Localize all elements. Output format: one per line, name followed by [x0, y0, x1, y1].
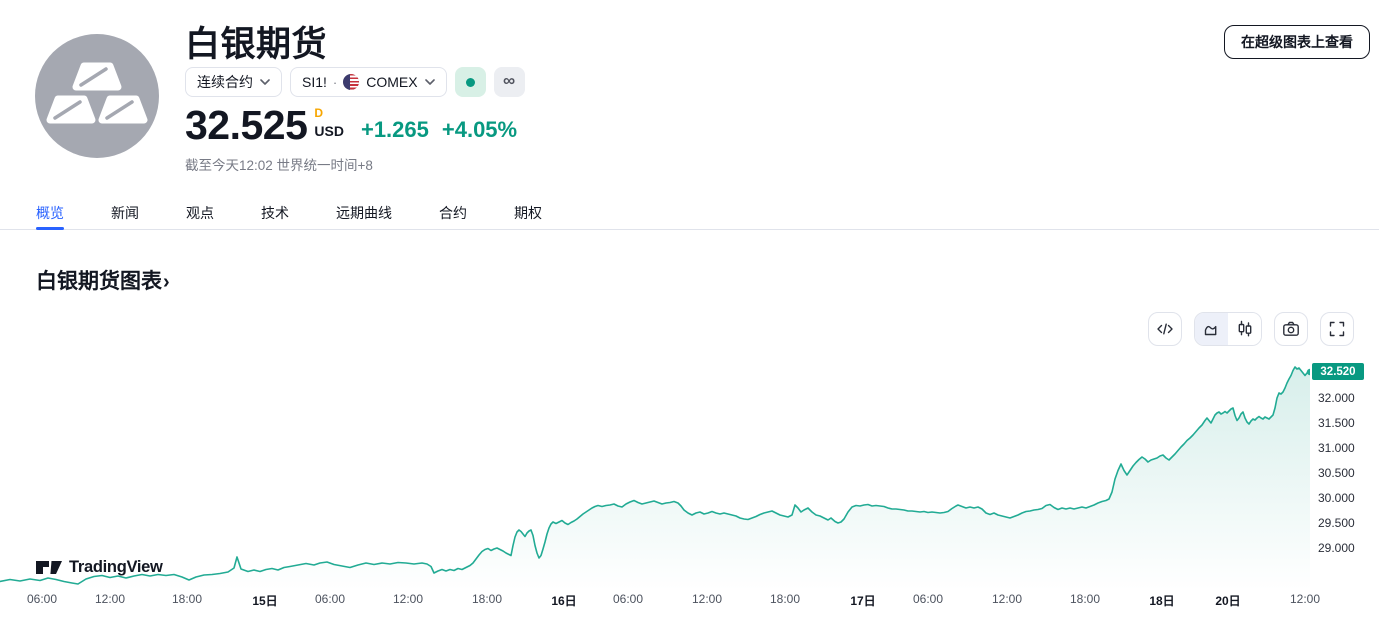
time-axis-label: 12:00	[991, 592, 1023, 606]
chevron-down-icon	[260, 79, 270, 85]
area-chart-icon	[1204, 325, 1216, 336]
price-scale[interactable]: 32.000 31.500 31.000 30.500 30.000 29.500 29.0…	[1310, 358, 1379, 588]
exchange-label: COMEX	[366, 74, 418, 90]
symbol-exchange-dropdown[interactable]: SI1! · COMEX	[290, 67, 447, 97]
price-change-percent: +4.05%	[441, 117, 518, 142]
candles-icon	[1238, 320, 1251, 337]
price-axis-label: 29.000	[1318, 541, 1355, 555]
infinity-icon: ∞	[503, 71, 516, 90]
price-axis-label: 29.500	[1318, 516, 1355, 530]
tab-forward-curve[interactable]: 远期曲线	[336, 204, 392, 221]
tab-overview[interactable]: 概览	[36, 196, 64, 230]
last-price: 32.525	[185, 102, 308, 148]
time-axis-label: 06:00	[912, 592, 944, 606]
tab-news[interactable]: 新闻	[111, 204, 139, 221]
price-axis-label: 32.000	[1318, 391, 1355, 405]
separator-dot: ·	[332, 74, 338, 90]
us-flag-icon	[343, 74, 360, 90]
price-chart: 32.000 31.500 31.000 30.500 30.000 29.500 29.0…	[0, 358, 1379, 620]
price-axis-label: 30.000	[1318, 491, 1355, 505]
camera-icon	[1283, 321, 1299, 336]
price-axis-label: 31.500	[1318, 416, 1355, 430]
candles-style-button[interactable]	[1228, 313, 1261, 345]
time-axis-label: 18:00	[171, 592, 203, 606]
tradingview-wordmark: TradingView	[69, 558, 163, 576]
delayed-data-badge: D	[314, 106, 324, 120]
embed-code-button[interactable]	[1148, 312, 1182, 346]
tradingview-mark-icon	[36, 560, 62, 574]
last-price-dot	[1306, 368, 1310, 376]
chart-section-link[interactable]: 白银期货图表 ›	[36, 265, 170, 295]
symbol-avatar	[35, 34, 159, 158]
chart-toolbar	[1148, 312, 1354, 346]
time-axis-label: 06:00	[314, 592, 346, 606]
time-axis-label: 12:00	[94, 592, 126, 606]
tab-options[interactable]: 期权	[514, 204, 542, 221]
chevron-right-icon: ›	[163, 271, 170, 293]
time-axis-label: 18日	[1149, 594, 1175, 608]
symbol-label: SI1!	[302, 74, 327, 90]
contract-type-dropdown[interactable]: 连续合约	[185, 67, 282, 97]
fullscreen-button[interactable]	[1320, 312, 1354, 346]
contract-type-label: 连续合约	[197, 74, 253, 90]
time-axis-label: 17日	[850, 594, 876, 608]
snapshot-button[interactable]	[1274, 312, 1308, 346]
price-change: +1.265	[360, 117, 429, 142]
time-axis-label: 15日	[252, 594, 278, 608]
tab-technicals[interactable]: 技术	[261, 204, 289, 221]
time-axis-label: 18:00	[769, 592, 801, 606]
silver-ingots-icon	[35, 34, 159, 158]
chart-section-title: 白银期货图表	[36, 270, 162, 293]
time-axis-label: 12:00	[691, 592, 723, 606]
page-title: 白银期货	[185, 25, 328, 64]
fullscreen-icon	[1329, 321, 1345, 337]
quote-timestamp: 截至今天12:02 世界统一时间+8	[185, 158, 373, 173]
time-axis-label: 12:00	[392, 592, 424, 606]
chart-plot-area[interactable]	[0, 358, 1310, 603]
market-open-dot-icon	[465, 77, 475, 87]
continuous-contract-button[interactable]: ∞	[493, 67, 525, 97]
tradingview-logo[interactable]: TradingView	[36, 558, 163, 577]
price-axis-label: 30.500	[1318, 466, 1355, 480]
time-axis-label: 06:00	[26, 592, 58, 606]
time-axis-label: 12:00	[1289, 592, 1321, 606]
code-icon	[1157, 323, 1173, 335]
area-style-button[interactable]	[1195, 313, 1228, 345]
time-axis-label: 16日	[551, 594, 577, 608]
time-axis-label: 06:00	[612, 592, 644, 606]
currency-label: USD	[314, 123, 344, 139]
open-superchart-button[interactable]: 在超级图表上查看	[1224, 25, 1370, 59]
market-status-button[interactable]	[454, 67, 486, 97]
time-axis-label: 18:00	[1069, 592, 1101, 606]
price-axis-label: 31.000	[1318, 441, 1355, 455]
time-axis-label: 20日	[1215, 594, 1241, 608]
tab-bar: 概览 新闻 观点 技术 远期曲线 合约 期权	[0, 196, 1379, 230]
time-axis-label: 18:00	[471, 592, 503, 606]
tab-contracts[interactable]: 合约	[439, 204, 467, 221]
chevron-down-icon	[424, 79, 435, 85]
price-line	[0, 366, 1310, 585]
time-scale[interactable]: 06:00 12:00 18:00 15日 06:00 12:00 18:00 16日 06:0…	[0, 586, 1320, 612]
price-block: 32.525 D USD +1.265 +4.05%	[185, 102, 517, 148]
chart-style-switch	[1194, 312, 1262, 346]
area-fill	[0, 367, 1310, 591]
symbol-controls: 连续合约 SI1! · COMEX ∞	[185, 67, 525, 97]
tab-ideas[interactable]: 观点	[186, 204, 214, 221]
last-price-badge: 32.520	[1312, 363, 1364, 380]
